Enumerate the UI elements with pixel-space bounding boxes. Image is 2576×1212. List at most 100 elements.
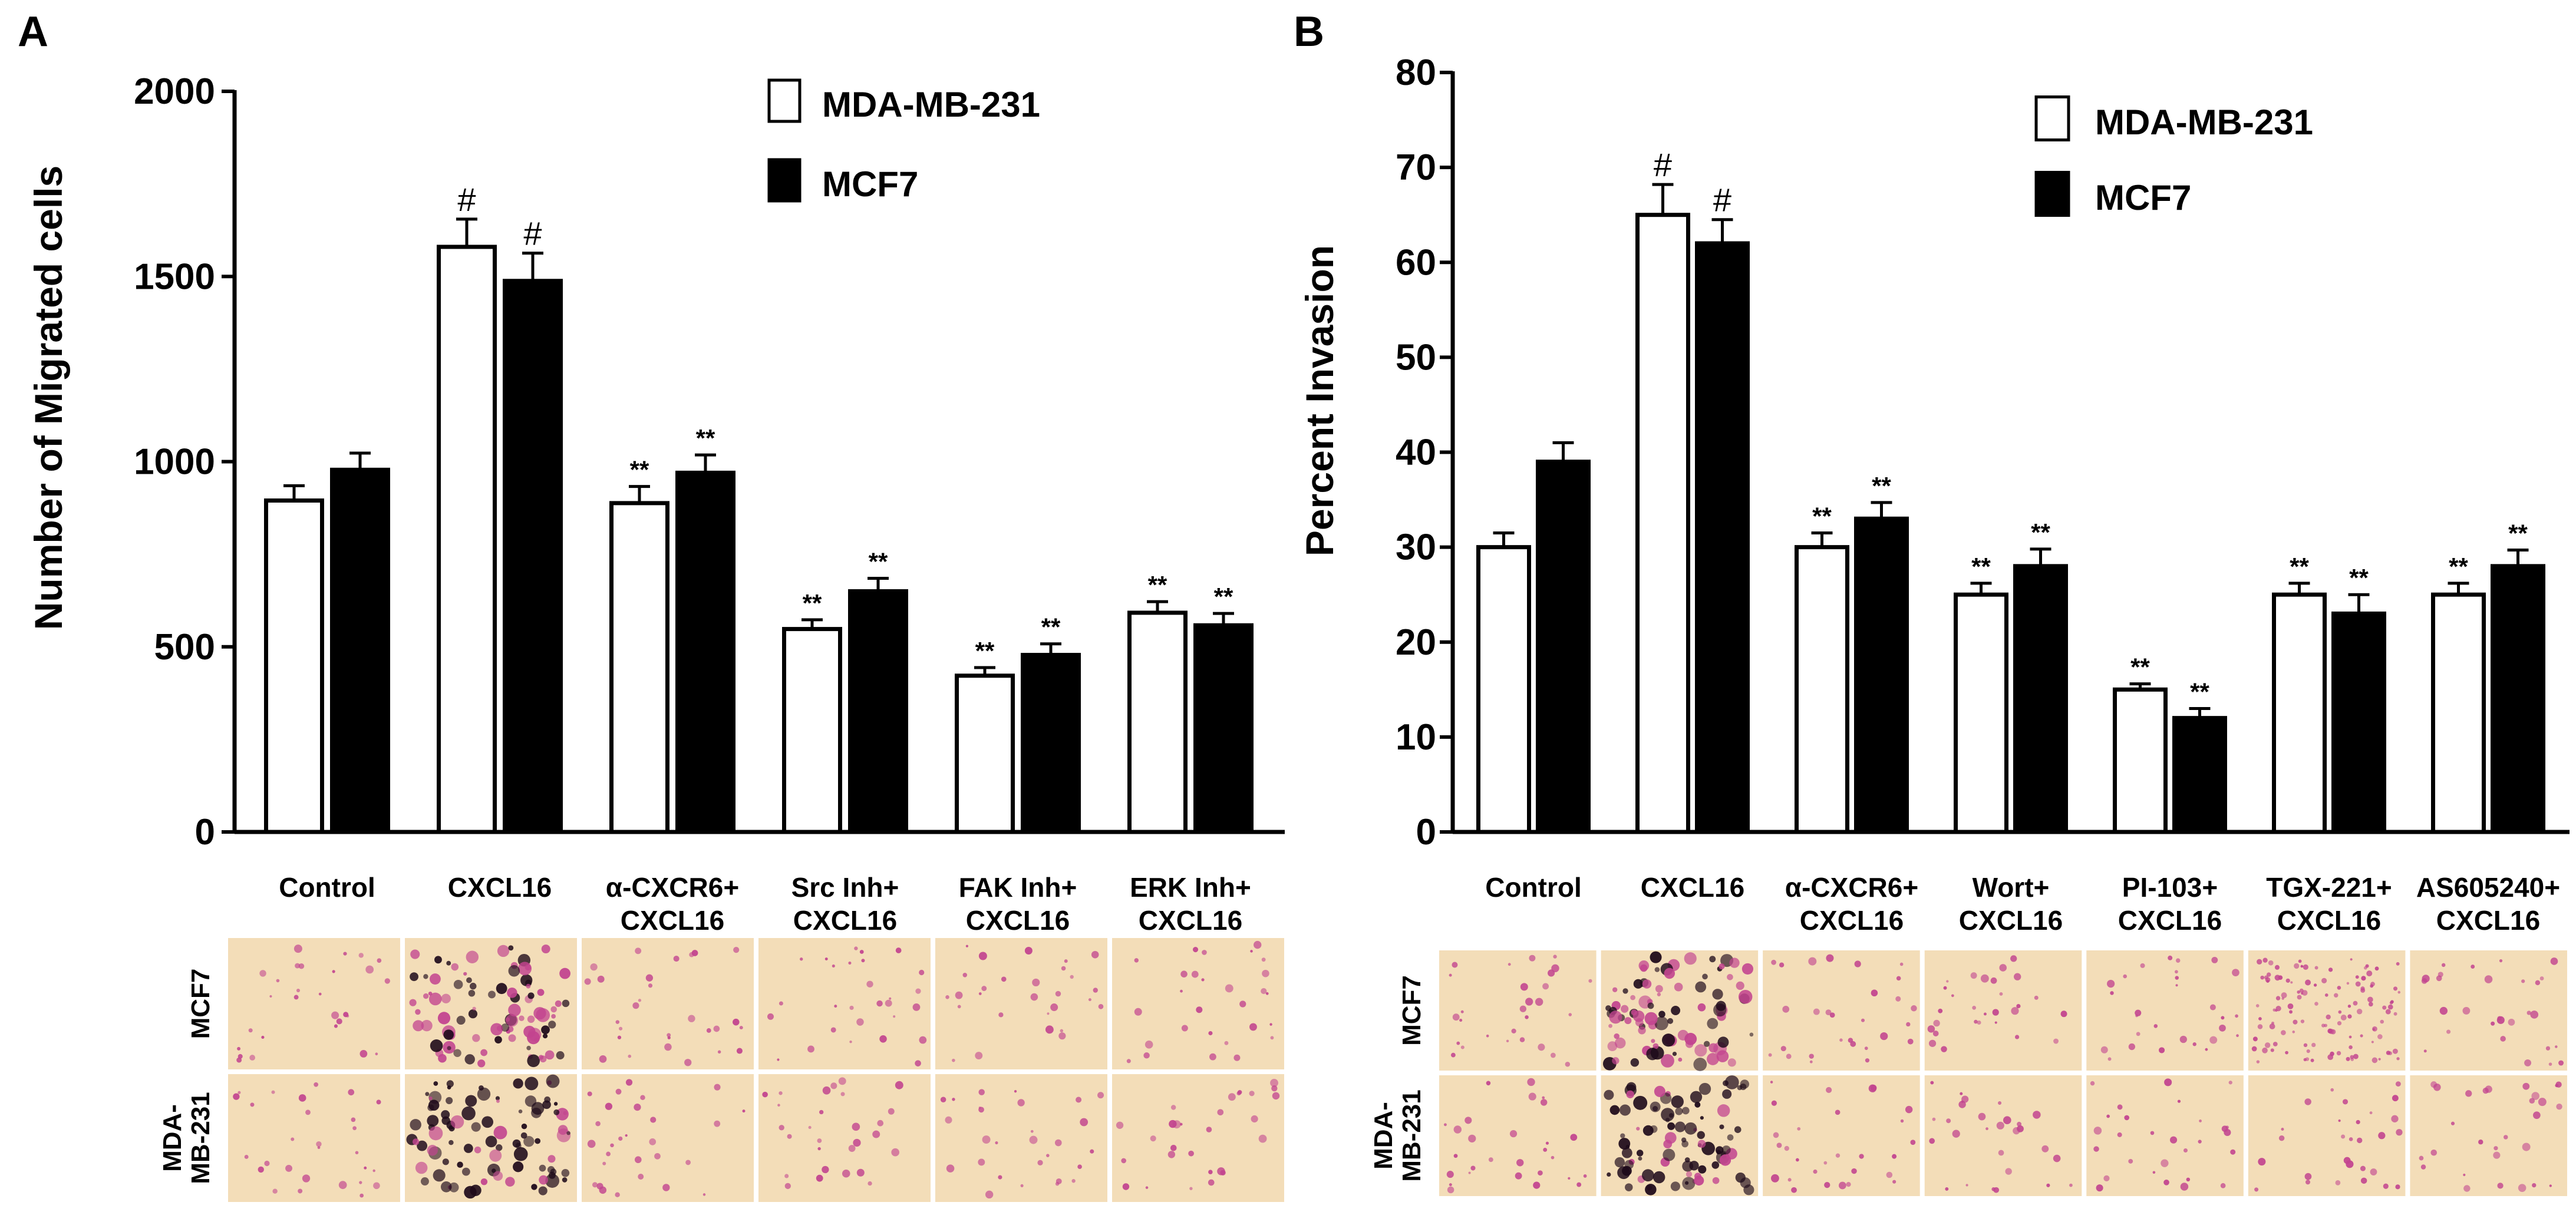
bar-mcf7 xyxy=(2013,564,2068,834)
stain-dot xyxy=(1682,1177,1696,1190)
stain-dot xyxy=(1707,1018,1719,1029)
stain-dot xyxy=(364,1166,367,1170)
stain-dot xyxy=(505,1014,519,1027)
stain-dot xyxy=(1527,1078,1535,1086)
stain-dot xyxy=(1272,1092,1280,1100)
stain-dot xyxy=(1684,952,1697,965)
stain-dot xyxy=(856,1018,864,1026)
stain-dot xyxy=(442,1158,449,1165)
stain-dot xyxy=(410,1119,421,1131)
stain-dot xyxy=(1030,1130,1034,1133)
stain-dot xyxy=(2349,1035,2352,1039)
stain-dot xyxy=(645,974,654,982)
stain-dot xyxy=(561,1168,570,1177)
stain-dot xyxy=(1727,973,1733,980)
stain-dot xyxy=(1236,1091,1241,1096)
stain-dot xyxy=(919,969,925,976)
stain-dot xyxy=(359,1050,368,1058)
stain-dot xyxy=(889,997,892,1000)
stain-dot xyxy=(736,1048,743,1054)
stain-dot xyxy=(1191,970,1199,978)
stain-dot xyxy=(474,1146,481,1154)
stain-dot xyxy=(477,1087,491,1101)
stain-dot xyxy=(496,983,507,995)
stain-dot xyxy=(2337,1021,2342,1026)
stain-dot xyxy=(521,1123,527,1130)
stain-dot xyxy=(495,1096,500,1101)
stain-dot xyxy=(2258,1158,2266,1166)
stain-dot xyxy=(463,972,467,976)
stain-dot xyxy=(2396,962,2400,966)
stain-dot xyxy=(1459,1019,1463,1022)
stain-dot xyxy=(1952,1130,1960,1138)
stain-dot xyxy=(1738,989,1753,1004)
stain-dot xyxy=(269,995,272,998)
bar-mcf7 xyxy=(848,589,908,834)
stain-dot xyxy=(1735,1172,1746,1183)
stain-dot xyxy=(2446,1029,2451,1034)
stain-dot xyxy=(1630,1058,1640,1067)
stain-dot xyxy=(2370,982,2375,987)
stain-dot xyxy=(1684,1181,1689,1185)
stain-dot xyxy=(1717,1104,1730,1117)
stain-dot xyxy=(1674,982,1683,992)
stain-dot xyxy=(2298,959,2302,963)
stain-dot xyxy=(1910,1140,1916,1145)
stain-dot xyxy=(1698,1082,1711,1095)
stain-dot xyxy=(2164,1078,2172,1086)
stain-dot xyxy=(2356,1009,2363,1015)
bar-mcf7 xyxy=(1193,623,1254,834)
stain-dot xyxy=(1122,1183,1130,1190)
stain-dot xyxy=(343,952,347,956)
stain-dot xyxy=(409,999,417,1006)
stain-dot xyxy=(822,1165,829,1174)
stain-dot xyxy=(2175,976,2179,980)
stain-dot xyxy=(1080,1118,1089,1127)
stain-dot xyxy=(237,1046,241,1051)
stain-dot xyxy=(2289,1010,2293,1014)
stain-dot xyxy=(2395,1081,2401,1087)
stain-dot xyxy=(2140,963,2145,968)
stain-dot xyxy=(2338,1119,2341,1122)
significance-stars: ** xyxy=(2508,519,2528,547)
stain-dot xyxy=(1638,1156,1642,1161)
panel-label-b: B xyxy=(1294,8,1324,55)
stain-dot xyxy=(2497,1183,2504,1189)
stain-dot xyxy=(1854,960,1861,967)
stain-dot xyxy=(638,999,642,1002)
micrograph-tile xyxy=(758,938,931,1069)
stain-dot xyxy=(468,989,476,997)
stain-dot xyxy=(638,1174,644,1180)
stain-dot xyxy=(1233,1054,1241,1061)
stain-dot xyxy=(2380,1019,2384,1024)
stain-dot xyxy=(859,950,864,954)
stain-dot xyxy=(441,1110,450,1119)
stain-dot xyxy=(469,982,477,990)
bar-mcf7 xyxy=(1854,516,1909,834)
stain-dot xyxy=(376,1099,381,1105)
stain-dot xyxy=(1070,975,1074,979)
stain-dot xyxy=(1614,1037,1626,1049)
stain-dot xyxy=(450,1115,464,1129)
stain-dot xyxy=(492,1168,496,1173)
stain-dot xyxy=(2549,1184,2552,1187)
stain-dot xyxy=(446,1097,453,1104)
stain-dot xyxy=(2205,1048,2208,1051)
bar-mda-mb-231 xyxy=(1954,592,2008,834)
micrograph-background xyxy=(1112,1074,1284,1202)
stain-dot xyxy=(2005,1168,2012,1175)
stain-dot xyxy=(1928,1039,1937,1047)
y-tick-label: 1000 xyxy=(134,442,215,483)
stain-dot xyxy=(438,1054,447,1063)
stain-dot xyxy=(348,1089,355,1096)
stain-dot xyxy=(2463,1173,2466,1177)
stain-dot xyxy=(1633,979,1643,989)
stain-dot xyxy=(336,1018,342,1025)
stain-dot xyxy=(447,1046,451,1051)
stain-dot xyxy=(248,1028,253,1033)
stain-dot xyxy=(602,1161,606,1165)
stain-dot xyxy=(472,1006,476,1011)
stain-dot xyxy=(244,1155,249,1159)
stain-dot xyxy=(489,1149,502,1162)
stain-dot xyxy=(1695,981,1707,993)
